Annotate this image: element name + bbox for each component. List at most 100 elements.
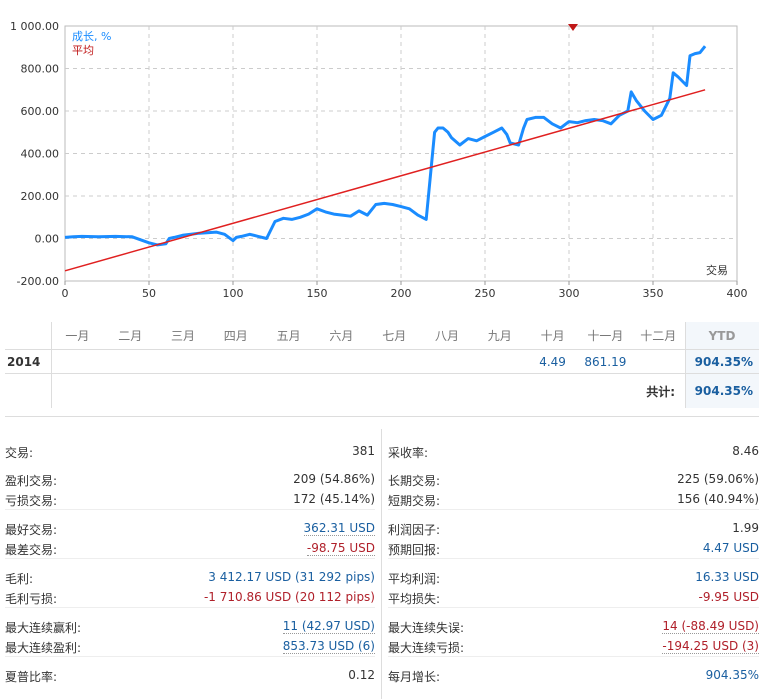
stat-row: 毛利亏损: -1 710.86 USD (20 112 pips) — [5, 587, 375, 607]
month-value — [368, 350, 421, 373]
ytd-header: YTD — [685, 322, 759, 349]
month-value — [632, 350, 685, 373]
stat-label: 长期交易: — [388, 474, 441, 488]
stat-row: 亏损交易: 172 (45.14%) — [5, 489, 375, 509]
y-tick-label: 600.00 — [21, 105, 60, 118]
stat-value: 904.35% — [705, 668, 759, 682]
stat-value: 172 (45.14%) — [293, 492, 375, 506]
stat-label: 采收率: — [388, 446, 429, 460]
stat-value: 11 (42.97 USD) — [282, 619, 375, 634]
stat-row: 平均利润: 16.33 USD — [388, 567, 759, 587]
stat-label: 最好交易: — [5, 523, 58, 537]
stat-label: 利润因子: — [388, 523, 441, 537]
group-divider — [388, 558, 759, 559]
stat-value: 156 (40.94%) — [677, 492, 759, 506]
stat-label: 毛利亏损: — [5, 592, 58, 606]
stat-label: 最大连续亏损: — [388, 641, 465, 655]
stat-label: 夏普比率: — [5, 670, 58, 684]
x-tick-label: 0 — [62, 287, 69, 300]
x-tick-label: 400 — [727, 287, 748, 300]
month-value: 4.49 — [539, 354, 566, 369]
month-header: 五月 — [276, 329, 301, 343]
stat-label: 短期交易: — [388, 494, 441, 508]
month-header: 十月 — [540, 329, 565, 343]
stat-row: 最大连续盈利: 853.73 USD (6) — [5, 636, 375, 656]
year-label: 2014 — [7, 354, 41, 369]
month-header: 四月 — [223, 329, 248, 343]
legend-average: 平均 — [72, 44, 94, 57]
stat-label: 交易: — [5, 446, 34, 460]
x-tick-label: 300 — [559, 287, 580, 300]
y-tick-label: 200.00 — [21, 190, 60, 203]
stat-value: -194.25 USD (3) — [662, 639, 759, 654]
stat-value: 0.12 — [348, 668, 375, 682]
stat-value: 362.31 USD — [303, 521, 375, 536]
stat-value: 4.47 USD — [702, 541, 759, 555]
x-tick-label: 250 — [475, 287, 496, 300]
stat-label: 盈利交易: — [5, 474, 58, 488]
month-header: 三月 — [170, 329, 195, 343]
y-tick-label: 400.00 — [21, 148, 60, 161]
stat-value: -9.95 USD — [698, 590, 759, 604]
month-value — [209, 350, 262, 373]
growth-chart: 1 000.00 800.00 600.00 400.00 200.00 0.00 -200… — [0, 0, 770, 310]
month-header: 六月 — [329, 329, 354, 343]
stat-label: 亏损交易: — [5, 494, 58, 508]
month-header: 九月 — [487, 329, 512, 343]
stat-row: 盈利交易: 209 (54.86%) — [5, 469, 375, 489]
stat-row: 最大连续失误: 14 (-88.49 USD) — [388, 616, 759, 636]
stat-value: 3 412.17 USD (31 292 pips) — [208, 570, 375, 584]
stat-value: 1.99 — [732, 521, 759, 535]
y-tick-label: 0.00 — [35, 233, 60, 246]
stat-label: 最大连续失误: — [388, 621, 465, 635]
x-tick-label: 50 — [142, 287, 156, 300]
x-tick-label: 100 — [223, 287, 244, 300]
total-label: 共计: — [646, 384, 675, 399]
month-header: 二月 — [118, 329, 143, 343]
total-row: 共计: 904.35% — [5, 374, 759, 408]
month-header: 十一月 — [587, 329, 624, 343]
stat-value: 853.73 USD (6) — [282, 639, 375, 654]
stat-label: 最大连续赢利: — [5, 621, 82, 635]
month-value — [262, 350, 315, 373]
stat-row: 交易: 381 — [5, 441, 375, 461]
stat-value: -1 710.86 USD (20 112 pips) — [203, 590, 375, 604]
stat-row: 长期交易: 225 (59.06%) — [388, 469, 759, 489]
stat-row: 采收率: 8.46 — [388, 441, 759, 461]
x-tick-label: 350 — [643, 287, 664, 300]
stat-label: 预期回报: — [388, 543, 441, 557]
x-tick-label: 200 — [391, 287, 412, 300]
legend-growth: 成长, % — [72, 30, 111, 43]
month-value — [157, 350, 210, 373]
stat-value: 225 (59.06%) — [677, 472, 759, 486]
trading-stats: 交易: 381 盈利交易: 209 (54.86%) 亏损交易: 172 (45.14%)… — [5, 416, 759, 699]
month-value — [104, 350, 157, 373]
stat-row: 预期回报: 4.47 USD — [388, 538, 759, 558]
year-row-2014: 2014 4.49 861.19 904.35% — [5, 350, 759, 374]
group-divider — [5, 558, 375, 559]
stat-row: 最好交易: 362.31 USD — [5, 518, 375, 538]
stat-row: 毛利: 3 412.17 USD (31 292 pips) — [5, 567, 375, 587]
month-header: 七月 — [382, 329, 407, 343]
stat-row: 利润因子: 1.99 — [388, 518, 759, 538]
stat-label: 每月增长: — [388, 670, 441, 684]
group-divider — [388, 509, 759, 510]
stat-row: 夏普比率: 0.12 — [5, 665, 375, 685]
x-tick-label: 150 — [307, 287, 328, 300]
stat-label: 毛利: — [5, 572, 34, 586]
group-divider — [388, 607, 759, 608]
table-divider — [685, 322, 686, 408]
stats-column-divider — [381, 429, 382, 699]
stat-row: 最大连续亏损: -194.25 USD (3) — [388, 636, 759, 656]
average-trend-line — [64, 89, 706, 272]
stat-value: 381 — [352, 444, 375, 458]
ytd-value: 904.35% — [685, 350, 759, 373]
stat-label: 最差交易: — [5, 543, 58, 557]
total-value: 904.35% — [685, 374, 759, 408]
month-header: 一月 — [65, 329, 90, 343]
group-divider — [5, 607, 375, 608]
stat-row: 最差交易: -98.75 USD — [5, 538, 375, 558]
stat-value: 14 (-88.49 USD) — [662, 619, 759, 634]
stat-value: -98.75 USD — [306, 541, 375, 556]
growth-series-line — [64, 45, 707, 247]
